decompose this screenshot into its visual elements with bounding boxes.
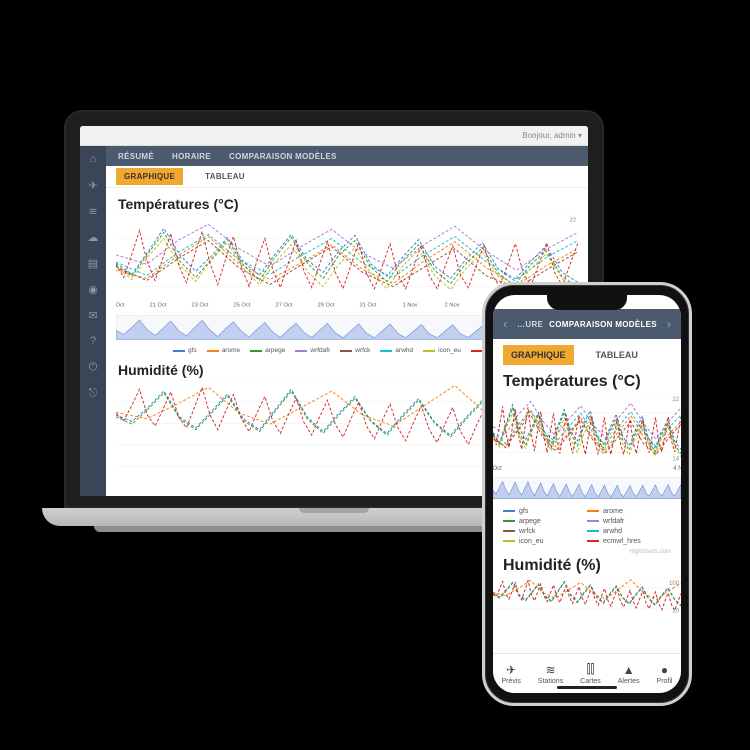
help-icon[interactable]: ? xyxy=(86,334,100,348)
phone-temp-title: Températures (°C) xyxy=(493,371,681,393)
wifi-icon: ≋ xyxy=(546,663,556,677)
svg-text:20: 20 xyxy=(672,608,679,614)
cloud-icon[interactable]: ☁ xyxy=(86,230,100,244)
svg-text:25 Oct: 25 Oct xyxy=(234,302,251,308)
phone-humidity-chart: 100 20 xyxy=(493,577,681,619)
svg-text:23 Oct: 23 Oct xyxy=(192,302,209,308)
map-icon: ⫿⫿ xyxy=(587,662,595,677)
phone-legend: gfsaromearpegewrfdafrwrfckarwhdicon_euec… xyxy=(493,504,681,549)
plane-icon: ✈ xyxy=(506,663,516,677)
phone-temperature-scrubber[interactable] xyxy=(493,477,681,499)
wifi-icon[interactable]: ≋ xyxy=(86,204,100,218)
phone-hum-title: Humidité (%) xyxy=(493,555,681,577)
phone-temperature-chart: 22 14 28 Oct 4 Nov xyxy=(493,393,681,472)
svg-text:21 Oct: 21 Oct xyxy=(150,302,167,308)
bn-profil[interactable]: ●Profil xyxy=(657,663,673,685)
mail-icon[interactable]: ✉ xyxy=(86,308,100,322)
svg-text:14: 14 xyxy=(672,456,679,462)
user-greeting[interactable]: Bonjour, admin ▾ xyxy=(522,131,582,140)
phone-tabs: GRAPHIQUE TABLEAU xyxy=(493,339,681,371)
tab-tableau[interactable]: TABLEAU xyxy=(197,168,253,185)
svg-text:4 Nov: 4 Nov xyxy=(673,466,681,472)
svg-text:19 Oct: 19 Oct xyxy=(116,302,125,308)
bn-stations[interactable]: ≋Stations xyxy=(538,663,563,685)
bn-alertes[interactable]: ▲Alertes xyxy=(618,663,640,685)
user-icon[interactable]: ◉ xyxy=(86,282,100,296)
phone-nav-main[interactable]: COMPARAISON MODÈLES xyxy=(549,320,657,329)
phone-tab-tableau[interactable]: TABLEAU xyxy=(588,345,646,365)
svg-text:31 Oct: 31 Oct xyxy=(359,302,376,308)
svg-text:22: 22 xyxy=(672,397,679,403)
bn-previs[interactable]: ✈Prévis xyxy=(501,663,520,685)
temp-title: Températures (°C) xyxy=(118,196,578,212)
exit-icon[interactable]: ⎋ xyxy=(86,386,100,400)
top-nav: RÉSUMÉ HORAIRE COMPARAISON MODÈLES xyxy=(106,146,588,166)
bn-cartes[interactable]: ⫿⫿Cartes xyxy=(580,662,601,685)
svg-text:29 Oct: 29 Oct xyxy=(318,302,335,308)
phone-mockup: ‹ …URE COMPARAISON MODÈLES › GRAPHIQUE T… xyxy=(482,282,692,706)
power-icon[interactable]: ⏻ xyxy=(86,360,100,374)
sidebar: ⌂ ✈ ≋ ☁ ▤ ◉ ✉ ? ⏻ ⎋ xyxy=(80,146,106,496)
user-icon: ● xyxy=(661,663,668,677)
nav-comparaison[interactable]: COMPARAISON MODÈLES xyxy=(229,152,337,161)
svg-text:100: 100 xyxy=(669,581,680,587)
phone-top-nav: ‹ …URE COMPARAISON MODÈLES › xyxy=(493,309,681,339)
svg-text:27 Oct: 27 Oct xyxy=(276,302,293,308)
nav-resume[interactable]: RÉSUMÉ xyxy=(118,152,154,161)
sub-tabs: GRAPHIQUE TABLEAU xyxy=(106,166,588,188)
home-icon[interactable]: ⌂ xyxy=(86,152,100,166)
layers-icon[interactable]: ▤ xyxy=(86,256,100,270)
tab-graphique[interactable]: GRAPHIQUE xyxy=(116,168,183,185)
browser-chrome: Bonjour, admin ▾ xyxy=(80,126,588,146)
nav-horaire[interactable]: HORAIRE xyxy=(172,152,211,161)
phone-tab-graphique[interactable]: GRAPHIQUE xyxy=(503,345,574,365)
svg-text:2 Nov: 2 Nov xyxy=(444,302,459,308)
chevron-left-icon[interactable]: ‹ xyxy=(499,317,511,331)
plane-icon[interactable]: ✈ xyxy=(86,178,100,192)
phone-screen: ‹ …URE COMPARAISON MODÈLES › GRAPHIQUE T… xyxy=(493,295,681,693)
svg-text:28 Oct: 28 Oct xyxy=(493,466,502,472)
chevron-right-icon[interactable]: › xyxy=(663,317,675,331)
svg-text:1 Nov: 1 Nov xyxy=(402,302,417,308)
svg-text:22: 22 xyxy=(570,218,576,224)
home-indicator xyxy=(557,686,617,689)
bell-icon: ▲ xyxy=(623,663,635,677)
phone-nav-prev[interactable]: …URE xyxy=(517,320,543,329)
